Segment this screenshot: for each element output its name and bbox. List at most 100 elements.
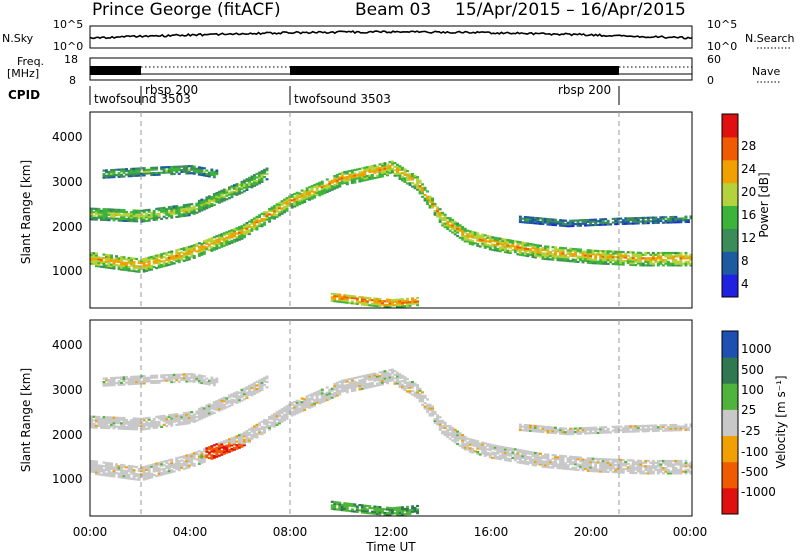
velocity-cell — [127, 473, 131, 476]
velocity-cell — [122, 376, 126, 379]
power-cell — [488, 241, 492, 244]
velocity-cell — [112, 420, 116, 423]
velocity-cell — [162, 414, 166, 417]
power-cell — [401, 177, 404, 180]
power-cell — [483, 245, 487, 248]
velocity-cell — [180, 459, 184, 462]
velocity-cell — [536, 428, 540, 431]
power-cell — [513, 240, 517, 243]
power-cell — [541, 221, 545, 224]
power-cell — [180, 206, 184, 209]
velocity-cell — [481, 452, 485, 455]
power-cell — [238, 190, 241, 193]
power-cell — [145, 264, 149, 267]
power-cell — [258, 182, 262, 185]
velocity-cell — [431, 412, 435, 415]
power-cell — [305, 190, 309, 193]
power-cell — [97, 261, 101, 264]
power-cell — [233, 229, 236, 233]
power-cell — [641, 216, 645, 219]
power-cell — [155, 171, 159, 175]
power-cell — [503, 238, 507, 241]
velocity-cell — [253, 385, 256, 388]
velocity-cell — [125, 418, 129, 422]
velocity-cell — [100, 468, 103, 471]
velocity-cell — [130, 424, 134, 427]
power-cell — [629, 219, 633, 222]
velocity-cell — [614, 431, 618, 434]
velocity-cell — [235, 436, 239, 440]
velocity-cell — [571, 432, 575, 436]
power-cell — [453, 229, 457, 232]
power-cell — [142, 268, 146, 271]
velocity-cell — [604, 461, 608, 464]
power-cell — [137, 270, 141, 273]
velocity-cell — [345, 504, 349, 507]
power-cell — [152, 217, 156, 220]
power-cell — [584, 222, 588, 225]
power-cell — [315, 188, 319, 191]
power-cell — [636, 253, 640, 256]
velocity-cell — [200, 412, 204, 415]
velocity-cell — [305, 395, 309, 398]
velocity-cell — [416, 389, 420, 392]
velocity-cell — [177, 416, 181, 419]
velocity-cell — [207, 456, 211, 460]
velocity-cell — [150, 472, 154, 475]
power-cell — [253, 228, 256, 231]
velocity-cell — [225, 448, 229, 451]
power-cell — [636, 222, 640, 225]
power-cell — [125, 173, 129, 176]
velocity-cell — [458, 437, 462, 440]
velocity-cell — [541, 463, 545, 467]
power-cells — [90, 160, 693, 309]
power-cell — [534, 249, 537, 252]
power-cell — [240, 184, 244, 187]
velocity-cell — [137, 417, 141, 420]
velocity-cell — [661, 467, 665, 470]
power-cell — [145, 266, 149, 269]
velocity-cell — [320, 397, 324, 400]
velocity-cell — [461, 441, 465, 444]
power-cell — [654, 221, 658, 224]
velocity-cell — [230, 447, 234, 450]
power-cell — [310, 197, 314, 200]
velocity-cell — [466, 441, 470, 444]
power-cell — [255, 181, 259, 184]
velocity-cell — [546, 427, 550, 430]
velocity-cell — [531, 460, 535, 463]
velocity-cell — [335, 390, 339, 393]
velocity-cell — [496, 457, 500, 460]
power-cell — [391, 169, 394, 172]
power-cell — [604, 252, 608, 255]
power-cell — [516, 253, 520, 256]
velocity-cell — [180, 464, 184, 467]
velocity-cell — [167, 375, 171, 378]
velocity-cell — [122, 424, 126, 427]
power-cell — [155, 207, 159, 210]
power-cell — [207, 238, 211, 241]
velocity-cell — [243, 433, 246, 436]
power-cell — [95, 265, 98, 268]
velocity-cell — [295, 412, 299, 415]
power-cell — [456, 229, 460, 232]
velocity-cell — [674, 459, 678, 463]
power-cell — [353, 176, 357, 179]
velocity-cell — [260, 385, 264, 388]
power-cell — [192, 170, 196, 173]
velocity-cell — [105, 416, 108, 419]
power-cell — [654, 257, 658, 260]
velocity-cell — [310, 405, 314, 408]
power-cell — [534, 254, 537, 257]
velocity-cell — [132, 422, 136, 425]
power-cell — [182, 165, 186, 168]
velocity-cell — [682, 470, 685, 473]
power-cell — [120, 219, 124, 222]
power-cell — [202, 174, 206, 177]
power-cell — [160, 256, 164, 259]
velocity-cell — [659, 426, 663, 429]
power-cell — [258, 214, 262, 217]
power-cell — [396, 170, 399, 173]
power-cell — [263, 220, 267, 223]
velocity-cell — [386, 371, 389, 374]
